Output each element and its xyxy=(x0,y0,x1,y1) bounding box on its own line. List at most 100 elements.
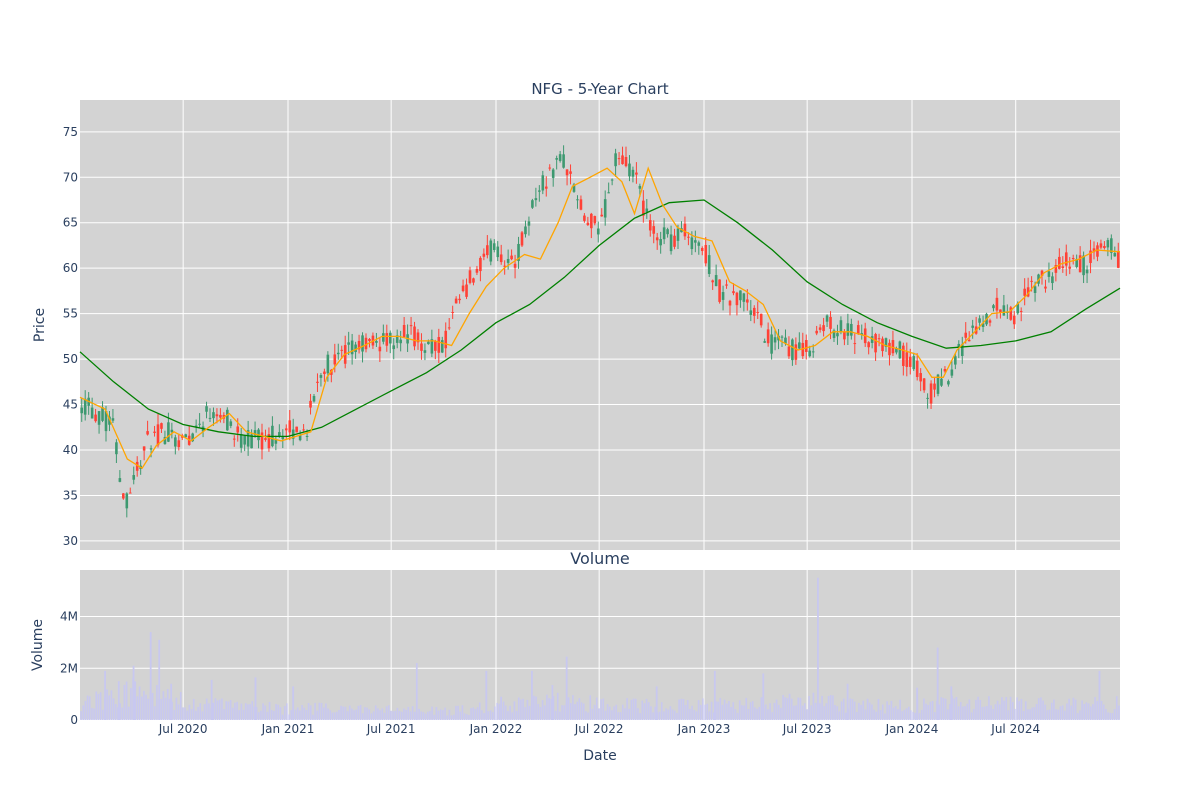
volume-bar xyxy=(669,706,672,720)
volume-bar xyxy=(80,711,82,720)
volume-bar xyxy=(320,702,323,720)
candle-body xyxy=(905,352,909,367)
volume-bar xyxy=(533,695,535,720)
volume-bar xyxy=(905,708,908,720)
volume-bar xyxy=(797,697,800,720)
candle-body xyxy=(208,417,212,419)
volume-bar-spike xyxy=(551,685,554,720)
volume-bar xyxy=(1109,712,1112,720)
volume-bar xyxy=(407,706,410,720)
candle-body xyxy=(385,333,389,346)
x-tick-label: Jul 2021 xyxy=(366,722,416,736)
volume-bar xyxy=(197,706,199,720)
candle-body xyxy=(943,369,947,372)
volume-bar xyxy=(487,711,490,720)
candle-body xyxy=(205,406,208,412)
candle-body xyxy=(832,330,836,339)
volume-bar xyxy=(394,710,397,720)
volume-bar xyxy=(344,706,347,720)
x-tick-label: Jan 2023 xyxy=(677,722,731,736)
candle-body xyxy=(281,436,285,440)
candle-body xyxy=(125,493,129,509)
candle-body xyxy=(486,245,489,256)
candle-body xyxy=(115,442,118,455)
volume-bar xyxy=(686,700,689,720)
volume-bar xyxy=(459,711,462,720)
volume-bar xyxy=(602,698,605,720)
candle-body xyxy=(243,435,246,445)
volume-bar xyxy=(559,711,561,720)
volume-grid xyxy=(80,570,1120,721)
volume-bar xyxy=(617,712,620,720)
price-chart-title: NFG - 5-Year Chart xyxy=(531,80,668,98)
x-tick-label: Jul 2020 xyxy=(158,722,208,736)
volume-bar xyxy=(819,703,821,720)
volume-bar xyxy=(214,698,217,720)
candle-body xyxy=(999,309,1002,313)
candle-body xyxy=(822,325,825,332)
volume-bar xyxy=(1053,699,1055,720)
candle-body xyxy=(1026,287,1030,297)
volume-bar xyxy=(359,704,362,720)
volume-bar xyxy=(641,700,644,720)
volume-bar xyxy=(758,706,761,720)
volume-bar xyxy=(212,702,215,720)
candle-body xyxy=(603,199,607,218)
volume-bar xyxy=(613,706,615,720)
volume-bar xyxy=(537,704,540,720)
candle-body xyxy=(583,215,586,221)
volume-bar xyxy=(1063,710,1066,720)
candle-body xyxy=(551,169,555,178)
candle-body xyxy=(229,421,233,426)
volume-bar xyxy=(574,704,576,720)
candle-body xyxy=(1092,248,1096,253)
volume-bar xyxy=(121,707,124,720)
candle-body xyxy=(274,439,278,444)
volume-bar xyxy=(548,698,550,720)
candle-body xyxy=(770,334,773,354)
volume-bar xyxy=(914,712,917,720)
candle-body xyxy=(659,239,662,246)
volume-bar xyxy=(97,693,100,720)
volume-bar xyxy=(749,702,752,720)
volume-bar xyxy=(741,705,743,720)
candle-body xyxy=(784,337,787,344)
volume-bar xyxy=(264,705,267,720)
candle-body xyxy=(801,342,805,357)
volume-y-axis-label: Volume xyxy=(30,619,46,671)
volume-bar xyxy=(273,710,275,720)
volume-bar xyxy=(871,704,873,720)
candle-body xyxy=(288,420,292,433)
volume-bar xyxy=(695,711,698,720)
volume-bar xyxy=(689,708,691,720)
volume-bar xyxy=(563,705,566,720)
candle-body xyxy=(232,438,236,440)
volume-bar xyxy=(338,709,340,720)
candle-body xyxy=(690,237,694,250)
volume-bar xyxy=(877,699,880,720)
volume-bar xyxy=(218,699,221,720)
volume-bar xyxy=(626,698,628,720)
volume-bar xyxy=(734,709,737,720)
volume-bar xyxy=(897,709,899,720)
volume-bar xyxy=(134,681,137,720)
candle-body xyxy=(728,300,732,306)
volume-bar xyxy=(138,686,141,720)
volume-bar xyxy=(478,702,481,720)
candle-body xyxy=(1085,269,1089,274)
volume-bar-spike xyxy=(1098,670,1101,720)
candle-body xyxy=(475,268,479,273)
candle-body xyxy=(354,344,357,353)
candle-body xyxy=(752,307,756,316)
volume-bar xyxy=(351,708,353,720)
volume-bar xyxy=(864,709,867,720)
volume-bar xyxy=(91,707,93,720)
volume-bar xyxy=(780,707,782,720)
candle-body xyxy=(534,198,538,201)
candle-body xyxy=(933,383,936,390)
volume-bar xyxy=(86,695,89,720)
volume-bar xyxy=(849,698,852,720)
volume-bar xyxy=(277,704,280,720)
candle-body xyxy=(596,228,600,235)
